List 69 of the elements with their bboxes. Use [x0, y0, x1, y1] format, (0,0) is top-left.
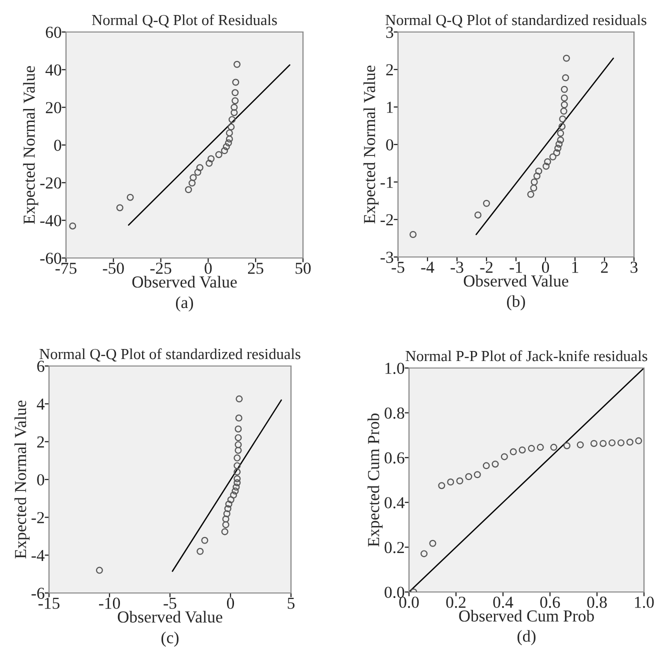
- chart-title: Normal Q-Q Plot of Residuals: [92, 14, 277, 28]
- y-tick-label: 2: [37, 436, 44, 448]
- y-tick-label: -20: [40, 177, 62, 189]
- x-tick-label: -3: [450, 262, 464, 273]
- y-tick-label: 0.2: [384, 542, 404, 554]
- y-tick-label: 1: [386, 102, 393, 113]
- y-tick-label: 4: [36, 398, 45, 410]
- x-tick-label: 2: [601, 262, 608, 273]
- x-tick-label: -25: [150, 262, 172, 274]
- x-tick-label: 25: [248, 262, 264, 274]
- y-axis-title: Expected Normal Value: [14, 400, 30, 558]
- y-tick-label: 2: [386, 64, 393, 76]
- x-tick-label: 0.8: [587, 596, 607, 608]
- chart-title: Normal Q-Q Plot of standardized residuals: [40, 348, 300, 362]
- x-axis-title: Observed Cum Prob: [459, 610, 594, 622]
- y-tick-label: -4: [32, 550, 45, 561]
- y-tick-label: 40: [45, 64, 62, 76]
- x-tick-label: -5: [164, 598, 176, 609]
- x-tick-label: -15: [38, 598, 60, 609]
- text: (b): [507, 295, 525, 310]
- y-tick-label: -2: [380, 214, 393, 226]
- x-axis-title: Observed Value: [118, 610, 222, 623]
- y-axis-title: Expected Normal Value: [363, 66, 379, 224]
- y-tick-label: 0.4: [384, 497, 405, 508]
- y-tick-label: 0.0: [384, 586, 404, 598]
- y-tick-label: -60: [40, 252, 62, 264]
- y-tick-label: 6: [37, 360, 44, 372]
- x-tick-label: 0: [542, 262, 550, 273]
- x-tick-label: -4: [421, 262, 434, 273]
- y-axis-title: Expected Normal Value: [23, 66, 38, 224]
- x-axis-title: Observed Value: [132, 276, 237, 288]
- y-tick-label: 0: [37, 474, 44, 486]
- y-tick-label: 0.8: [384, 408, 404, 419]
- y-tick-label: -1: [380, 176, 393, 188]
- y-tick-label: 20: [46, 102, 62, 114]
- x-tick-label: 0: [204, 262, 212, 274]
- x-tick-label: 0.6: [540, 596, 560, 608]
- x-tick-label: 0: [226, 598, 234, 609]
- x-tick-label: -5: [392, 262, 404, 273]
- y-tick-label: -3: [380, 252, 394, 263]
- text: (d): [518, 630, 536, 646]
- x-axis-title: Observed Value: [464, 274, 568, 287]
- x-tick-label: -10: [99, 598, 120, 609]
- x-tick-label: 1: [572, 262, 578, 273]
- x-tick-label: 5: [288, 598, 295, 609]
- y-tick-label: -2: [32, 512, 44, 524]
- x-tick-label: 0.2: [446, 596, 466, 608]
- y-tick-label: -6: [32, 588, 44, 599]
- text: (c): [161, 632, 179, 647]
- y-tick-label: 60: [46, 26, 62, 38]
- y-tick-label: -40: [40, 215, 62, 226]
- x-tick-label: 0.4: [493, 596, 514, 608]
- x-tick-label: 0.0: [399, 596, 419, 608]
- y-tick-label: 1.0: [385, 362, 404, 374]
- x-tick-label: -1: [510, 262, 522, 273]
- x-tick-label: -75: [56, 262, 76, 274]
- x-tick-label: 3: [630, 262, 638, 273]
- y-tick-label: 0: [54, 140, 62, 151]
- x-tick-label: -2: [480, 262, 493, 273]
- chart-title: Normal Q-Q Plot of standardized residuals: [386, 14, 646, 28]
- y-tick-label: 3: [386, 26, 394, 38]
- x-tick-label: 1.0: [635, 596, 654, 608]
- text: (a): [176, 296, 194, 312]
- x-tick-label: 50: [296, 262, 311, 274]
- y-tick-label: 0.6: [384, 452, 404, 464]
- chart-title: Normal P-P Plot of Jack-knife residuals: [406, 350, 648, 362]
- y-axis-title: Expected Cum Prob: [367, 414, 383, 547]
- y-tick-label: 0: [386, 139, 394, 150]
- x-tick-label: -50: [102, 262, 124, 274]
